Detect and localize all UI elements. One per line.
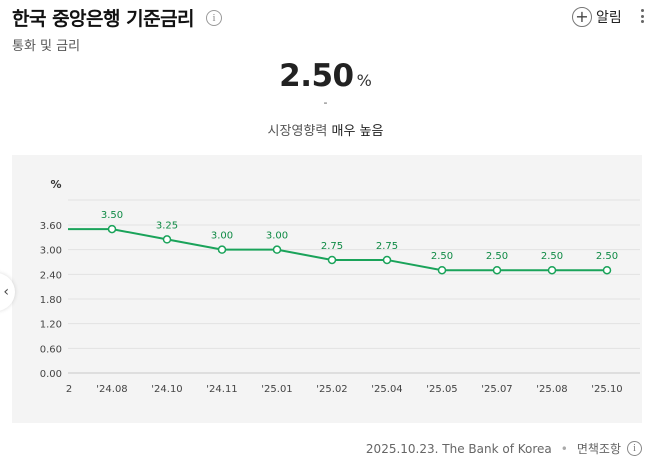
data-label: 2.50 [541, 251, 563, 262]
x-tick-label: '25.07 [481, 384, 512, 395]
data-label: 3.00 [266, 231, 288, 242]
footer-date-source: 2025.10.23. The Bank of Korea [365, 441, 552, 456]
x-tick-label: '25.05 [426, 384, 457, 395]
influence-label: 시장영향력 [267, 124, 328, 139]
data-point [547, 265, 557, 275]
y-tick-label: 3.60 [40, 221, 62, 232]
x-tick-label: '24.08 [96, 384, 127, 395]
chart-prev-button[interactable]: ‹ [0, 273, 15, 311]
x-tick-label: '24.10 [151, 384, 182, 395]
rate-value-block: 2.50% [0, 58, 651, 94]
market-influence: 시장영향력 매우 높음 [0, 120, 651, 139]
data-point [107, 224, 117, 234]
rate-change: - [323, 96, 328, 109]
data-label: 2.50 [431, 251, 453, 262]
data-point [162, 235, 172, 244]
data-label: 3.00 [211, 231, 233, 242]
footer: 2025.10.23. The Bank of Korea • 면책조항 i [366, 440, 642, 457]
x-tick-label: '25.04 [371, 384, 402, 395]
data-label: 2.50 [596, 251, 618, 262]
rate-unit: % [356, 71, 372, 90]
rate-value: 2.50 [279, 58, 354, 94]
data-point [602, 265, 612, 275]
data-label: 3.25 [156, 220, 178, 231]
data-point [327, 255, 337, 265]
x-tick-label: '25.02 [316, 384, 347, 395]
x-tick-label: '25.01 [261, 384, 292, 395]
data-point [382, 255, 392, 265]
data-label: 2.75 [376, 241, 398, 252]
data-point [492, 265, 502, 275]
page-title: 한국 중앙은행 기준금리 [12, 8, 195, 30]
disclaimer-link[interactable]: 면책조항 [576, 442, 621, 456]
y-tick-label: 2.40 [40, 270, 62, 281]
y-tick-label: 1.80 [40, 295, 62, 306]
more-vertical-icon[interactable] [638, 7, 646, 25]
info-icon[interactable]: i [206, 10, 222, 26]
y-tick-label: 0.00 [40, 369, 62, 380]
data-point [272, 245, 282, 254]
x-tick-label: '25.08 [536, 384, 567, 395]
x-tick-label: 2 [66, 384, 72, 395]
x-tick-label: '25.10 [591, 384, 622, 395]
data-point [437, 265, 447, 275]
footer-separator: • [560, 441, 568, 456]
disclaimer-info-icon[interactable]: i [627, 441, 642, 456]
alarm-label: 알림 [596, 10, 622, 26]
y-tick-label: 1.20 [40, 320, 62, 331]
data-label: 3.50 [101, 210, 123, 221]
influence-value: 매우 높음 [331, 124, 384, 139]
data-label: 2.75 [321, 241, 343, 252]
data-point [217, 245, 227, 254]
category-subtitle: 통화 및 금리 [12, 39, 81, 54]
data-label: 2.50 [486, 251, 508, 262]
y-axis-label: % [50, 178, 61, 191]
y-tick-label: 3.00 [40, 246, 62, 257]
y-tick-label: 0.60 [40, 344, 62, 355]
x-tick-label: '24.11 [206, 384, 237, 395]
plus-icon: + [572, 7, 592, 27]
alarm-button[interactable]: + 알림 [572, 6, 622, 28]
